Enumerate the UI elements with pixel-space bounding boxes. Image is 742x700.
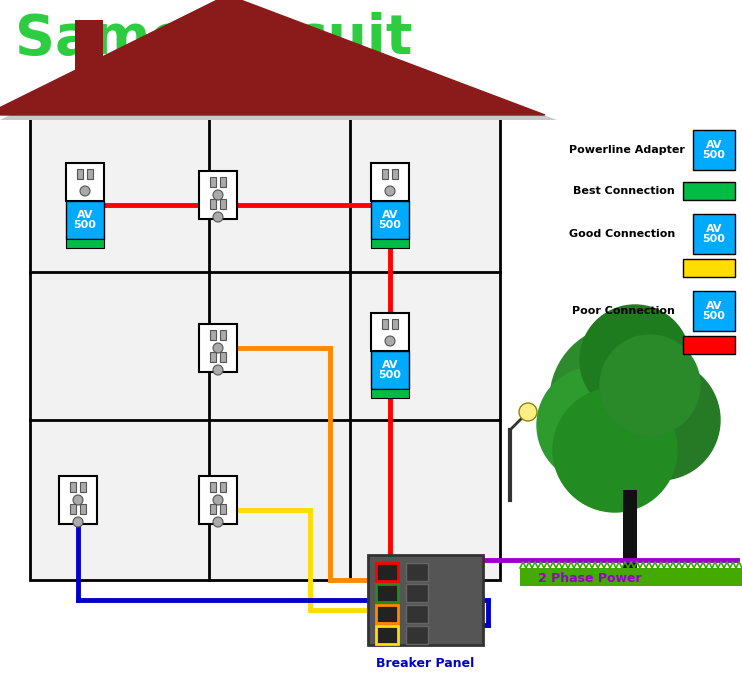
Bar	[220, 504, 226, 514]
Circle shape	[600, 335, 700, 435]
Bar	[382, 319, 388, 329]
Bar	[371, 313, 409, 351]
Text: AV
500: AV 500	[703, 300, 726, 321]
Text: AV
500: AV 500	[73, 209, 96, 230]
Text: Powerline Adapter: Powerline Adapter	[569, 145, 685, 155]
Text: 2 Phase Power: 2 Phase Power	[538, 572, 642, 585]
Circle shape	[213, 517, 223, 527]
Bar	[70, 482, 76, 492]
Circle shape	[580, 305, 690, 415]
Bar	[210, 504, 216, 514]
Circle shape	[385, 186, 395, 196]
Bar	[376, 563, 398, 581]
Bar	[210, 199, 216, 209]
Text: Poor Connection: Poor Connection	[572, 306, 675, 316]
Bar	[376, 584, 398, 602]
Circle shape	[213, 365, 223, 375]
Bar	[77, 169, 83, 179]
Bar	[80, 482, 86, 492]
Bar	[220, 199, 226, 209]
Circle shape	[80, 186, 90, 196]
Text: Same Circuit: Same Circuit	[15, 12, 413, 66]
Circle shape	[213, 190, 223, 200]
Bar	[693, 130, 735, 170]
Bar	[59, 476, 97, 524]
Bar	[683, 336, 735, 354]
Circle shape	[213, 495, 223, 505]
Text: AV
500: AV 500	[703, 223, 726, 244]
Text: Good Connection: Good Connection	[569, 229, 675, 239]
Bar	[80, 504, 86, 514]
Polygon shape	[0, 0, 545, 115]
Bar	[382, 169, 388, 179]
Bar	[66, 201, 104, 239]
Bar	[693, 214, 735, 254]
Circle shape	[537, 367, 653, 483]
Polygon shape	[0, 3, 557, 120]
Bar	[371, 201, 409, 239]
Circle shape	[213, 343, 223, 353]
Bar	[392, 169, 398, 179]
Bar	[199, 324, 237, 372]
Bar	[406, 584, 428, 602]
Bar	[199, 476, 237, 524]
Bar	[376, 605, 398, 623]
Circle shape	[385, 336, 395, 346]
Bar	[70, 504, 76, 514]
Bar	[371, 239, 409, 248]
Bar	[199, 171, 237, 219]
Bar	[87, 169, 93, 179]
Text: Breaker Panel: Breaker Panel	[376, 657, 475, 670]
Bar	[406, 605, 428, 623]
Bar	[210, 177, 216, 187]
Bar	[210, 352, 216, 362]
Circle shape	[550, 325, 700, 475]
Text: AV
500: AV 500	[378, 360, 401, 380]
Text: AV
500: AV 500	[378, 209, 401, 230]
Text: AV
500: AV 500	[703, 139, 726, 160]
Bar	[406, 626, 428, 644]
Bar	[220, 482, 226, 492]
Bar	[75, 20, 103, 85]
Circle shape	[600, 360, 720, 480]
Circle shape	[213, 212, 223, 222]
Circle shape	[73, 495, 83, 505]
Bar	[368, 555, 483, 645]
Bar	[371, 389, 409, 398]
Bar	[210, 482, 216, 492]
Bar	[220, 330, 226, 340]
Bar	[30, 110, 500, 580]
Text: Best Connection: Best Connection	[574, 186, 675, 196]
Circle shape	[553, 388, 677, 512]
Bar	[406, 563, 428, 581]
Bar	[210, 330, 216, 340]
Bar	[66, 163, 104, 201]
Bar	[66, 239, 104, 248]
Bar	[220, 352, 226, 362]
Bar	[371, 163, 409, 201]
Bar	[392, 319, 398, 329]
Bar	[693, 291, 735, 331]
Bar	[220, 177, 226, 187]
Bar	[520, 568, 742, 586]
Circle shape	[73, 517, 83, 527]
Bar	[623, 490, 637, 570]
Circle shape	[519, 403, 537, 421]
Bar	[376, 626, 398, 644]
Bar	[683, 182, 735, 200]
Bar	[683, 259, 735, 277]
Bar	[371, 351, 409, 389]
